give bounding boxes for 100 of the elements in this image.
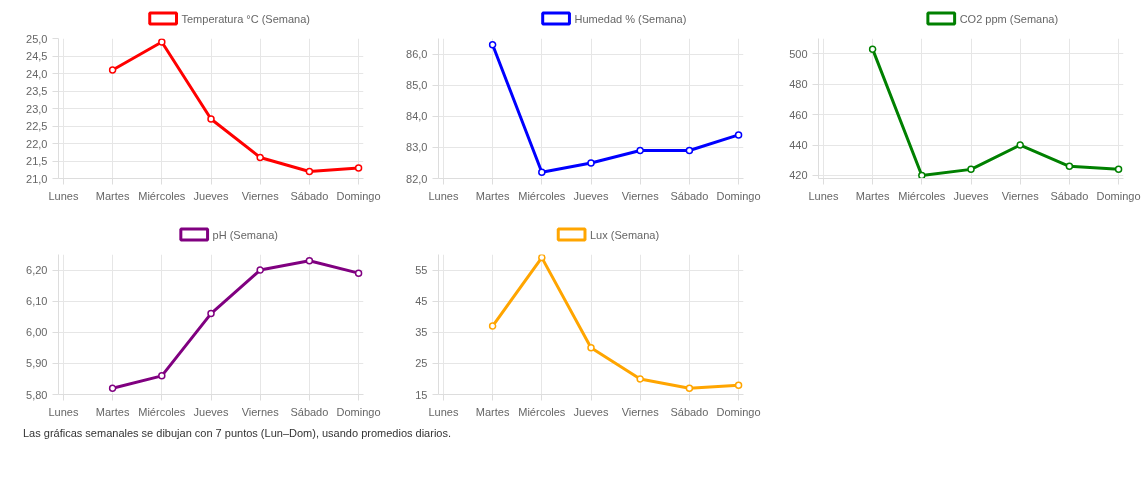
y-tick-label: 21,0	[26, 172, 48, 185]
x-tick-label: Lunes	[428, 405, 459, 418]
point	[734, 381, 743, 389]
x-tick-label: Sábado	[290, 189, 329, 202]
y-tick-label: 24,5	[26, 50, 48, 62]
y-tick-label: 22,0	[26, 137, 48, 150]
point	[587, 344, 595, 352]
x-tick-label: Martes	[95, 405, 130, 418]
point	[538, 254, 546, 262]
y-tick-label: 440	[789, 139, 808, 152]
x-tick-label: Lunes	[48, 405, 79, 418]
point	[538, 168, 546, 177]
legend-label: Temperatura °C (Semana)	[181, 12, 311, 25]
x-tick-label: Martes	[855, 189, 890, 202]
y-tick-label: 85,0	[406, 79, 428, 92]
y-tick-label: 24,0	[26, 67, 48, 80]
x-tick-label: Sábado	[670, 189, 709, 202]
x-tick-label: Lunes	[428, 189, 459, 202]
y-tick-label: 83,0	[406, 141, 428, 154]
y-tick-label: 6,00	[26, 326, 48, 339]
y-tick-label: 35	[415, 326, 428, 339]
y-tick-label: 460	[789, 108, 808, 121]
x-tick-label: Lunes	[808, 189, 839, 202]
x-tick-label: Martes	[95, 189, 130, 202]
x-tick-label: Jueves	[953, 189, 989, 202]
point	[1065, 162, 1074, 171]
point	[587, 159, 595, 167]
point	[158, 372, 166, 380]
point	[207, 309, 215, 318]
point	[488, 322, 497, 330]
x-tick-label: Domingo	[716, 189, 761, 202]
x-tick-label: Miércoles	[898, 189, 946, 202]
y-tick-label: 480	[789, 78, 808, 91]
y-tick-label: 5,90	[26, 357, 48, 370]
legend-label: CO2 ppm (Semana)	[959, 12, 1059, 25]
point	[868, 45, 877, 53]
y-tick-label: 15	[415, 388, 428, 401]
point	[354, 164, 363, 172]
text: Las gráficas semanales se dibujan con 7 puntos (Lun–Dom), usando promedios diarios.	[23, 427, 452, 439]
y-tick-label: 6,20	[26, 264, 48, 277]
point	[305, 167, 314, 176]
x-tick-label: Jueves	[193, 189, 229, 202]
y-tick-label: 82,0	[406, 172, 428, 185]
point	[207, 115, 215, 123]
x-tick-label: Martes	[475, 189, 510, 202]
x-tick-label: Domingo	[1096, 189, 1141, 202]
point	[918, 171, 926, 179]
legend-label: Humedad % (Semana)	[574, 12, 687, 25]
y-tick-label: 25	[415, 357, 428, 370]
x-tick-label: Lunes	[48, 189, 79, 202]
x-tick-label: Sábado	[670, 405, 709, 418]
legend-label: pH (Semana)	[212, 228, 279, 241]
point	[636, 146, 644, 155]
y-tick-label: 84,0	[406, 110, 428, 123]
x-tick-label: Miércoles	[518, 405, 566, 418]
y-tick-label: 500	[789, 47, 808, 60]
point	[488, 40, 497, 49]
x-tick-label: Viernes	[241, 405, 280, 418]
point	[256, 153, 264, 162]
point	[305, 256, 314, 265]
x-tick-label: Jueves	[573, 189, 609, 202]
x-tick-label: Domingo	[336, 189, 381, 202]
point	[685, 384, 694, 393]
point	[354, 269, 363, 277]
point	[685, 146, 694, 155]
x-tick-label: Sábado	[290, 405, 329, 418]
point	[636, 375, 644, 383]
x-tick-label: Viernes	[621, 405, 660, 418]
y-tick-label: 86,0	[406, 48, 428, 61]
y-tick-label: 45	[415, 295, 428, 308]
point	[256, 266, 264, 274]
x-tick-label: Domingo	[336, 405, 381, 418]
x-tick-label: Miércoles	[138, 405, 186, 418]
legend-label: Lux (Semana)	[590, 228, 660, 241]
point	[158, 38, 166, 46]
y-tick-label: 22,5	[26, 120, 48, 132]
x-tick-label: Sábado	[1050, 189, 1089, 202]
x-tick-label: Viernes	[241, 189, 280, 202]
x-tick-label: Jueves	[573, 405, 609, 418]
x-tick-label: Domingo	[716, 405, 761, 418]
x-tick-label: Miércoles	[138, 189, 186, 202]
y-tick-label: 23,5	[26, 85, 48, 97]
point	[1114, 165, 1123, 174]
point	[108, 384, 117, 393]
x-tick-label: Jueves	[193, 405, 229, 418]
x-tick-label: Viernes	[1001, 189, 1040, 202]
point	[967, 165, 975, 174]
y-tick-label: 5,80	[26, 388, 48, 401]
y-tick-label: 25,0	[26, 32, 48, 45]
y-tick-label: 21,5	[26, 155, 48, 167]
y-tick-label: 55	[415, 264, 428, 277]
x-tick-label: Martes	[475, 405, 510, 418]
x-tick-label: Viernes	[621, 189, 660, 202]
point	[108, 66, 117, 74]
y-tick-label: 6,10	[26, 295, 48, 308]
point	[734, 131, 743, 139]
x-tick-label: Miércoles	[518, 189, 566, 202]
y-tick-label: 420	[789, 169, 808, 182]
y-tick-label: 23,0	[26, 102, 48, 115]
point	[1016, 141, 1024, 149]
